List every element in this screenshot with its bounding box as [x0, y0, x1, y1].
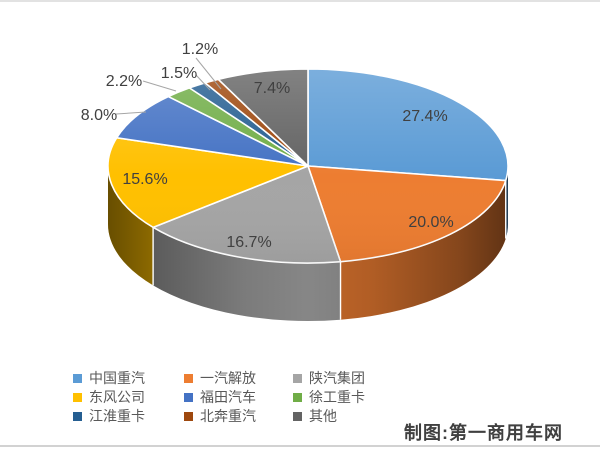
label-leader-line — [195, 74, 211, 91]
legend-label: 陕汽集团 — [309, 370, 365, 386]
data-label: 16.7% — [226, 234, 271, 251]
legend-label: 东风公司 — [89, 389, 145, 405]
legend-item: 江淮重卡 — [73, 408, 184, 424]
legend-swatch — [184, 392, 193, 402]
legend-item: 陕汽集团 — [293, 370, 365, 386]
data-label: 27.4% — [402, 108, 447, 125]
pie-top-faces — [107, 68, 509, 264]
bottom-border-line — [0, 445, 600, 447]
legend-swatch — [73, 392, 82, 402]
data-label: 1.2% — [182, 41, 218, 58]
data-label: 8.0% — [81, 107, 117, 124]
data-label: 20.0% — [408, 214, 453, 231]
legend-item: 东风公司 — [73, 389, 184, 405]
label-leader-line — [115, 111, 147, 115]
legend-swatch — [73, 373, 82, 383]
legend-swatch — [293, 392, 302, 402]
data-label: 2.2% — [106, 73, 142, 90]
label-leader-line — [195, 57, 222, 90]
legend-item: 一汽解放 — [184, 370, 293, 386]
legend-label: 中国重汽 — [89, 370, 145, 386]
credit-text: 制图:第一商用车网 — [404, 423, 563, 443]
label-leader-line — [142, 80, 177, 92]
legend-swatch — [293, 411, 302, 421]
legend-swatch — [73, 411, 82, 421]
legend-label: 其他 — [309, 408, 337, 424]
legend-swatch — [184, 373, 193, 383]
chart-legend: 中国重汽 一汽解放 陕汽集团东风公司 福田汽车 徐工重卡江淮重卡 北奔重汽 其他 — [73, 370, 365, 424]
data-label: 15.6% — [122, 171, 167, 188]
legend-label: 福田汽车 — [200, 389, 256, 405]
legend-label: 一汽解放 — [200, 370, 256, 386]
legend-label: 江淮重卡 — [89, 408, 145, 424]
legend-item: 北奔重汽 — [184, 408, 293, 424]
legend-swatch — [293, 373, 302, 383]
legend-item: 其他 — [293, 408, 365, 424]
top-border-line — [0, 0, 600, 2]
data-labels: 27.4% 20.0% 16.7% 15.6% 8.0% 2.2% 1.5% 1.2% 7.4% — [81, 41, 454, 251]
legend-swatch — [184, 411, 193, 421]
legend-label: 北奔重汽 — [200, 408, 256, 424]
data-label: 1.5% — [161, 65, 197, 82]
data-label: 7.4% — [254, 80, 290, 97]
legend-item: 徐工重卡 — [293, 389, 365, 405]
legend-item: 中国重汽 — [73, 370, 184, 386]
legend-item: 福田汽车 — [184, 389, 293, 405]
legend-label: 徐工重卡 — [309, 389, 365, 405]
